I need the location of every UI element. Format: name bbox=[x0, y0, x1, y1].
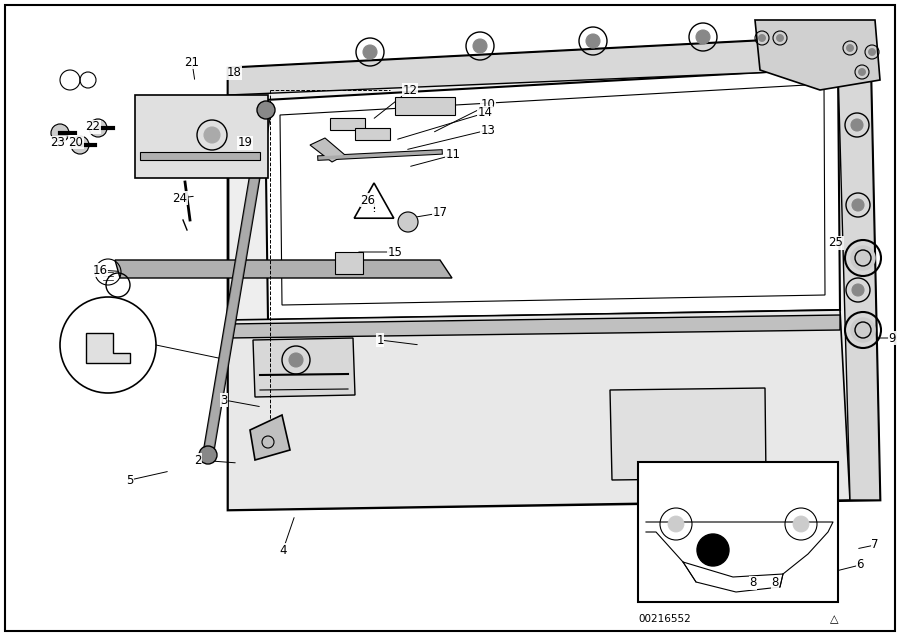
Circle shape bbox=[859, 69, 866, 76]
Circle shape bbox=[363, 45, 377, 59]
Polygon shape bbox=[838, 35, 880, 500]
Polygon shape bbox=[610, 388, 766, 480]
Bar bbox=[638, 462, 838, 602]
Circle shape bbox=[71, 136, 89, 154]
Text: 19: 19 bbox=[238, 137, 253, 149]
Polygon shape bbox=[250, 415, 290, 460]
Circle shape bbox=[200, 447, 216, 463]
Circle shape bbox=[868, 48, 876, 55]
Text: 10: 10 bbox=[481, 99, 495, 111]
Polygon shape bbox=[115, 260, 452, 278]
Circle shape bbox=[398, 212, 418, 232]
Circle shape bbox=[777, 34, 784, 41]
Circle shape bbox=[852, 284, 864, 296]
Text: 25: 25 bbox=[829, 237, 843, 249]
Text: 23: 23 bbox=[50, 137, 66, 149]
Text: 8: 8 bbox=[771, 576, 778, 590]
Text: 9: 9 bbox=[888, 331, 896, 345]
Text: 20: 20 bbox=[68, 135, 84, 148]
Circle shape bbox=[847, 45, 853, 52]
Text: 14: 14 bbox=[478, 106, 492, 120]
Circle shape bbox=[668, 516, 684, 532]
Circle shape bbox=[852, 199, 864, 211]
Circle shape bbox=[258, 102, 274, 118]
Text: 18: 18 bbox=[227, 67, 241, 80]
Text: 21: 21 bbox=[184, 55, 200, 69]
Circle shape bbox=[697, 534, 729, 566]
Circle shape bbox=[851, 318, 875, 342]
Text: !: ! bbox=[372, 202, 376, 214]
Circle shape bbox=[793, 516, 809, 532]
Polygon shape bbox=[280, 84, 825, 305]
Text: 16: 16 bbox=[93, 263, 107, 277]
Text: 4: 4 bbox=[279, 544, 287, 556]
Polygon shape bbox=[135, 95, 268, 178]
Circle shape bbox=[289, 353, 303, 367]
Text: 24: 24 bbox=[173, 191, 187, 205]
Circle shape bbox=[89, 119, 107, 137]
Polygon shape bbox=[265, 68, 840, 320]
Circle shape bbox=[204, 127, 220, 143]
Circle shape bbox=[696, 30, 710, 44]
Text: 5: 5 bbox=[126, 473, 134, 487]
Bar bbox=[395, 97, 455, 115]
Circle shape bbox=[473, 39, 487, 53]
Polygon shape bbox=[310, 138, 345, 162]
Bar bbox=[140, 152, 260, 160]
Text: 22: 22 bbox=[86, 120, 101, 134]
Text: 15: 15 bbox=[388, 245, 402, 258]
Text: 12: 12 bbox=[402, 83, 418, 97]
Polygon shape bbox=[228, 35, 870, 95]
Text: 6: 6 bbox=[856, 558, 864, 572]
Polygon shape bbox=[228, 35, 880, 510]
Polygon shape bbox=[253, 338, 355, 397]
Circle shape bbox=[51, 124, 69, 142]
Text: 3: 3 bbox=[220, 394, 228, 406]
Circle shape bbox=[759, 34, 766, 41]
Text: 1: 1 bbox=[376, 333, 383, 347]
Circle shape bbox=[851, 119, 863, 131]
Bar bbox=[330, 118, 365, 130]
Text: 2: 2 bbox=[194, 453, 202, 466]
Text: 26: 26 bbox=[361, 193, 375, 207]
Text: 17: 17 bbox=[433, 207, 447, 219]
Text: 13: 13 bbox=[481, 123, 495, 137]
Polygon shape bbox=[755, 20, 880, 90]
Bar bbox=[335, 252, 363, 274]
Text: △: △ bbox=[830, 614, 838, 624]
Text: 7: 7 bbox=[871, 539, 878, 551]
Text: 11: 11 bbox=[446, 148, 461, 162]
Text: 00216552: 00216552 bbox=[638, 614, 691, 624]
Circle shape bbox=[586, 34, 600, 48]
Polygon shape bbox=[228, 310, 850, 510]
Polygon shape bbox=[86, 333, 130, 363]
Circle shape bbox=[851, 246, 875, 270]
Text: 8: 8 bbox=[750, 576, 757, 590]
Polygon shape bbox=[228, 315, 840, 338]
Bar bbox=[355, 128, 390, 140]
Polygon shape bbox=[355, 183, 394, 218]
